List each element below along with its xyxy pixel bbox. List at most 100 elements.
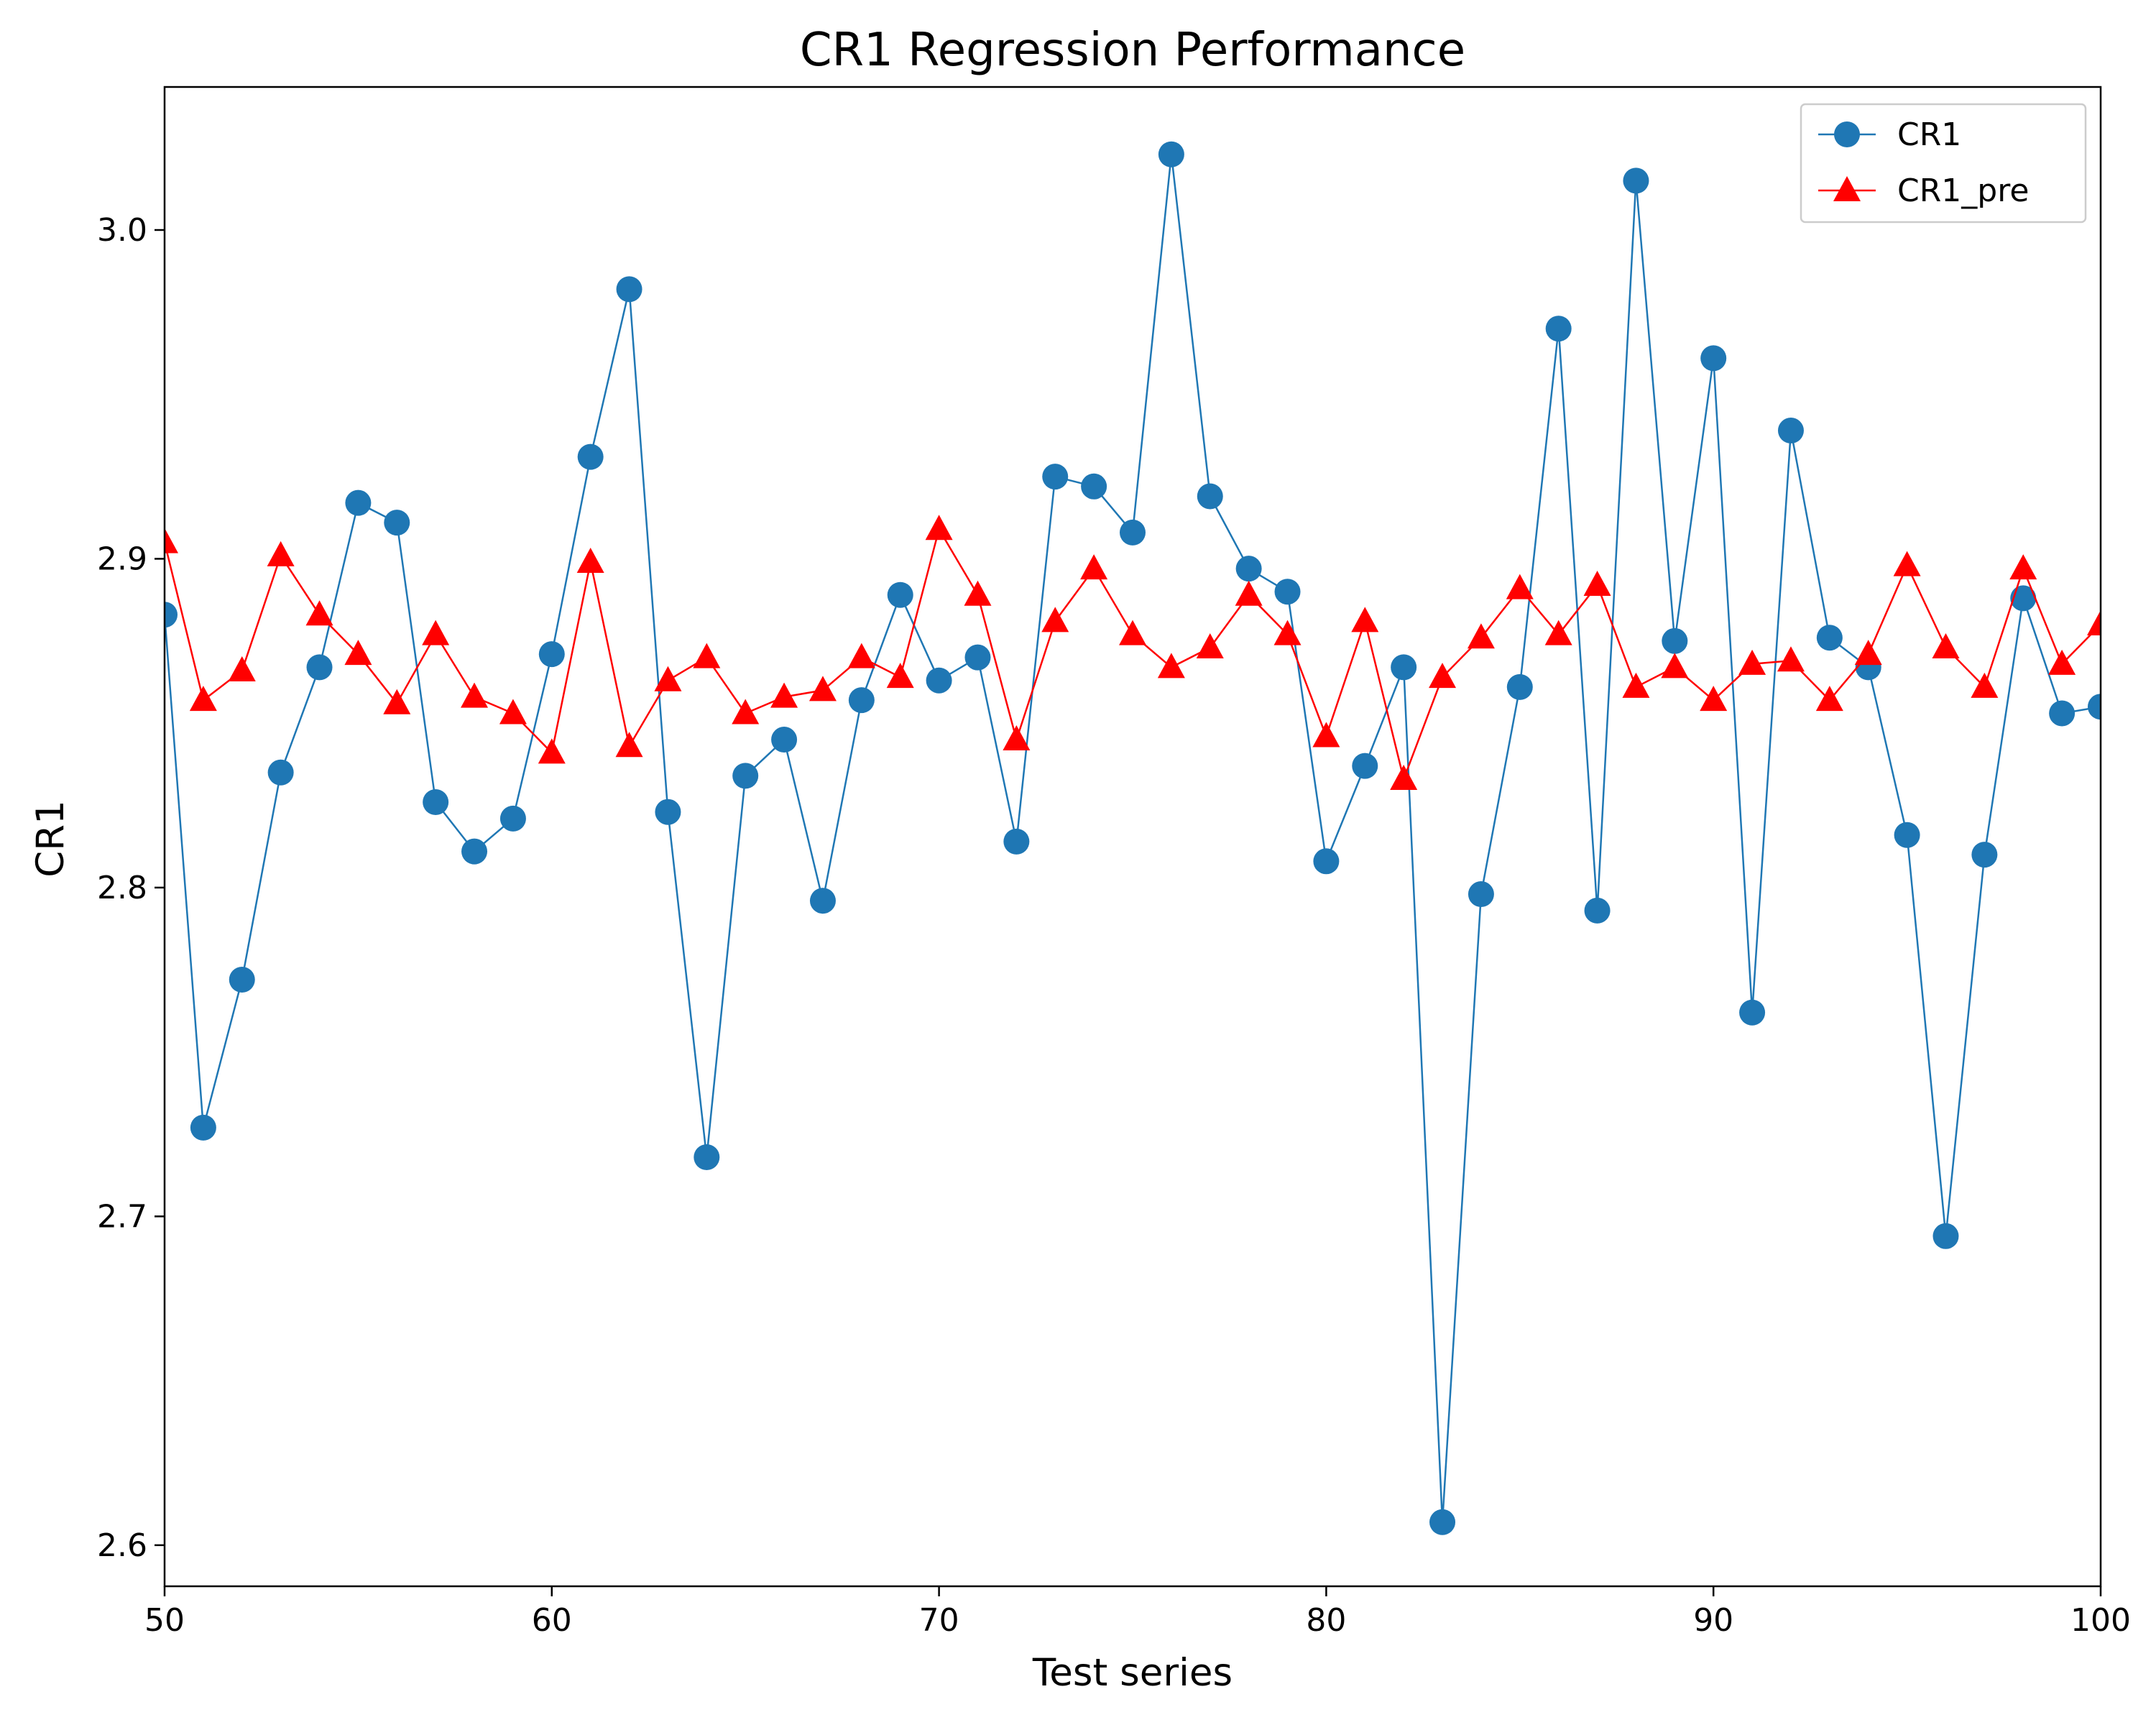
data-point-CR1: [1158, 141, 1184, 167]
data-point-CR1: [1894, 822, 1920, 848]
data-point-CR1: [1506, 673, 1533, 700]
data-point-CR1_pre: [344, 640, 372, 666]
data-point-CR1: [2049, 700, 2076, 727]
data-point-CR1_pre: [654, 666, 682, 691]
data-point-CR1_pre: [1390, 764, 1418, 790]
legend-marker-CR1_pre: [1833, 176, 1861, 201]
data-point-CR1: [461, 838, 488, 865]
data-point-CR1_pre: [1854, 640, 1882, 666]
x-tick-label: 70: [919, 1602, 959, 1639]
data-point-CR1_pre: [1544, 620, 1572, 645]
data-point-CR1: [1042, 464, 1069, 490]
data-point-CR1: [1274, 579, 1301, 605]
data-point-CR1_pre: [1080, 554, 1108, 580]
data-point-CR1: [732, 763, 759, 789]
data-point-CR1: [538, 641, 565, 668]
data-point-CR1_pre: [808, 676, 837, 702]
y-tick-label: 3.0: [97, 212, 147, 249]
data-point-CR1: [229, 966, 255, 993]
data-point-CR1: [1120, 519, 1146, 546]
data-point-CR1_pre: [1583, 571, 1611, 597]
data-point-CR1: [1391, 654, 1417, 681]
data-point-CR1: [1429, 1509, 1456, 1535]
data-point-CR1_pre: [1622, 672, 1650, 698]
data-point-CR1_pre: [189, 686, 217, 712]
x-tick-label: 90: [1693, 1602, 1733, 1639]
data-point-CR1: [694, 1144, 720, 1171]
data-point-CR1: [1623, 167, 1649, 194]
y-tick-label: 2.7: [97, 1198, 147, 1235]
data-point-CR1_pre: [964, 580, 992, 606]
data-point-CR1_pre: [770, 682, 798, 708]
data-point-CR1: [1932, 1223, 1959, 1249]
data-point-CR1: [616, 276, 642, 303]
data-point-CR1: [1816, 625, 1843, 651]
data-point-CR1: [1777, 418, 1804, 444]
data-point-CR1: [848, 687, 875, 714]
data-point-CR1: [1739, 999, 1766, 1026]
data-point-CR1_pre: [576, 548, 604, 574]
data-point-CR1_pre: [1971, 672, 1999, 698]
data-point-CR1_pre: [693, 643, 721, 668]
data-point-CR1_pre: [1119, 620, 1146, 645]
x-tick-label: 80: [1306, 1602, 1346, 1639]
data-point-CR1_pre: [732, 699, 760, 724]
data-point-CR1_pre: [1700, 686, 1728, 712]
data-point-CR1: [2010, 585, 2037, 612]
series-layer: [165, 141, 2101, 1535]
data-point-CR1: [2088, 694, 2101, 720]
legend-marker-CR1: [1834, 121, 1860, 147]
plot-area: 50 60 70 80 90 100 2.6 2.7 2.8 2.9 3.0: [97, 86, 2131, 1639]
data-point-CR1_pre: [1273, 620, 1302, 645]
series-CR1_pre: [165, 515, 2101, 790]
data-point-CR1_pre: [1312, 722, 1340, 748]
data-point-CR1_pre: [1157, 653, 1185, 678]
y-tick-label: 2.9: [97, 540, 147, 577]
data-point-CR1: [384, 510, 410, 536]
data-point-CR1_pre: [1777, 646, 1805, 672]
data-point-CR1_pre: [305, 600, 333, 626]
data-point-CR1_pre: [1893, 551, 1921, 576]
data-point-CR1: [655, 799, 681, 825]
data-point-CR1_pre: [847, 643, 875, 668]
y-axis-label: CR1: [29, 800, 73, 878]
x-tick-label: 60: [532, 1602, 572, 1639]
data-point-CR1: [809, 888, 836, 914]
data-point-CR1_pre: [1467, 623, 1495, 649]
data-point-CR1_pre: [2087, 610, 2101, 635]
data-point-CR1: [1971, 842, 1998, 868]
data-point-CR1_pre: [1041, 607, 1069, 632]
data-point-CR1: [423, 788, 449, 815]
data-point-CR1: [1584, 897, 1611, 924]
data-point-CR1: [1235, 556, 1262, 582]
data-point-CR1: [1662, 627, 1688, 654]
data-point-CR1_pre: [538, 738, 566, 764]
data-point-CR1_pre: [1932, 632, 1960, 658]
data-point-CR1: [267, 759, 294, 786]
data-point-CR1_pre: [1738, 649, 1766, 675]
data-point-CR1: [926, 667, 952, 694]
data-point-CR1: [1468, 881, 1494, 908]
data-point-CR1_pre: [461, 682, 489, 708]
data-point-CR1_pre: [422, 620, 450, 645]
data-point-CR1_pre: [499, 699, 527, 724]
data-point-CR1: [190, 1114, 216, 1141]
data-point-CR1_pre: [615, 732, 643, 758]
data-point-CR1_pre: [1661, 653, 1689, 678]
data-point-CR1: [1003, 828, 1030, 855]
data-point-CR1_pre: [925, 515, 953, 540]
data-point-CR1: [345, 489, 372, 516]
data-point-CR1_pre: [228, 656, 256, 681]
axes-frame: [163, 86, 2102, 1588]
data-point-CR1: [1313, 848, 1340, 875]
chart-title: CR1 Regression Performance: [800, 24, 1465, 77]
data-point-CR1: [577, 443, 604, 470]
data-point-CR1: [887, 581, 913, 608]
data-point-CR1: [1700, 345, 1727, 372]
data-point-CR1: [771, 727, 798, 753]
legend-label-CR1: CR1: [1897, 116, 1961, 153]
data-point-CR1_pre: [1235, 580, 1263, 606]
